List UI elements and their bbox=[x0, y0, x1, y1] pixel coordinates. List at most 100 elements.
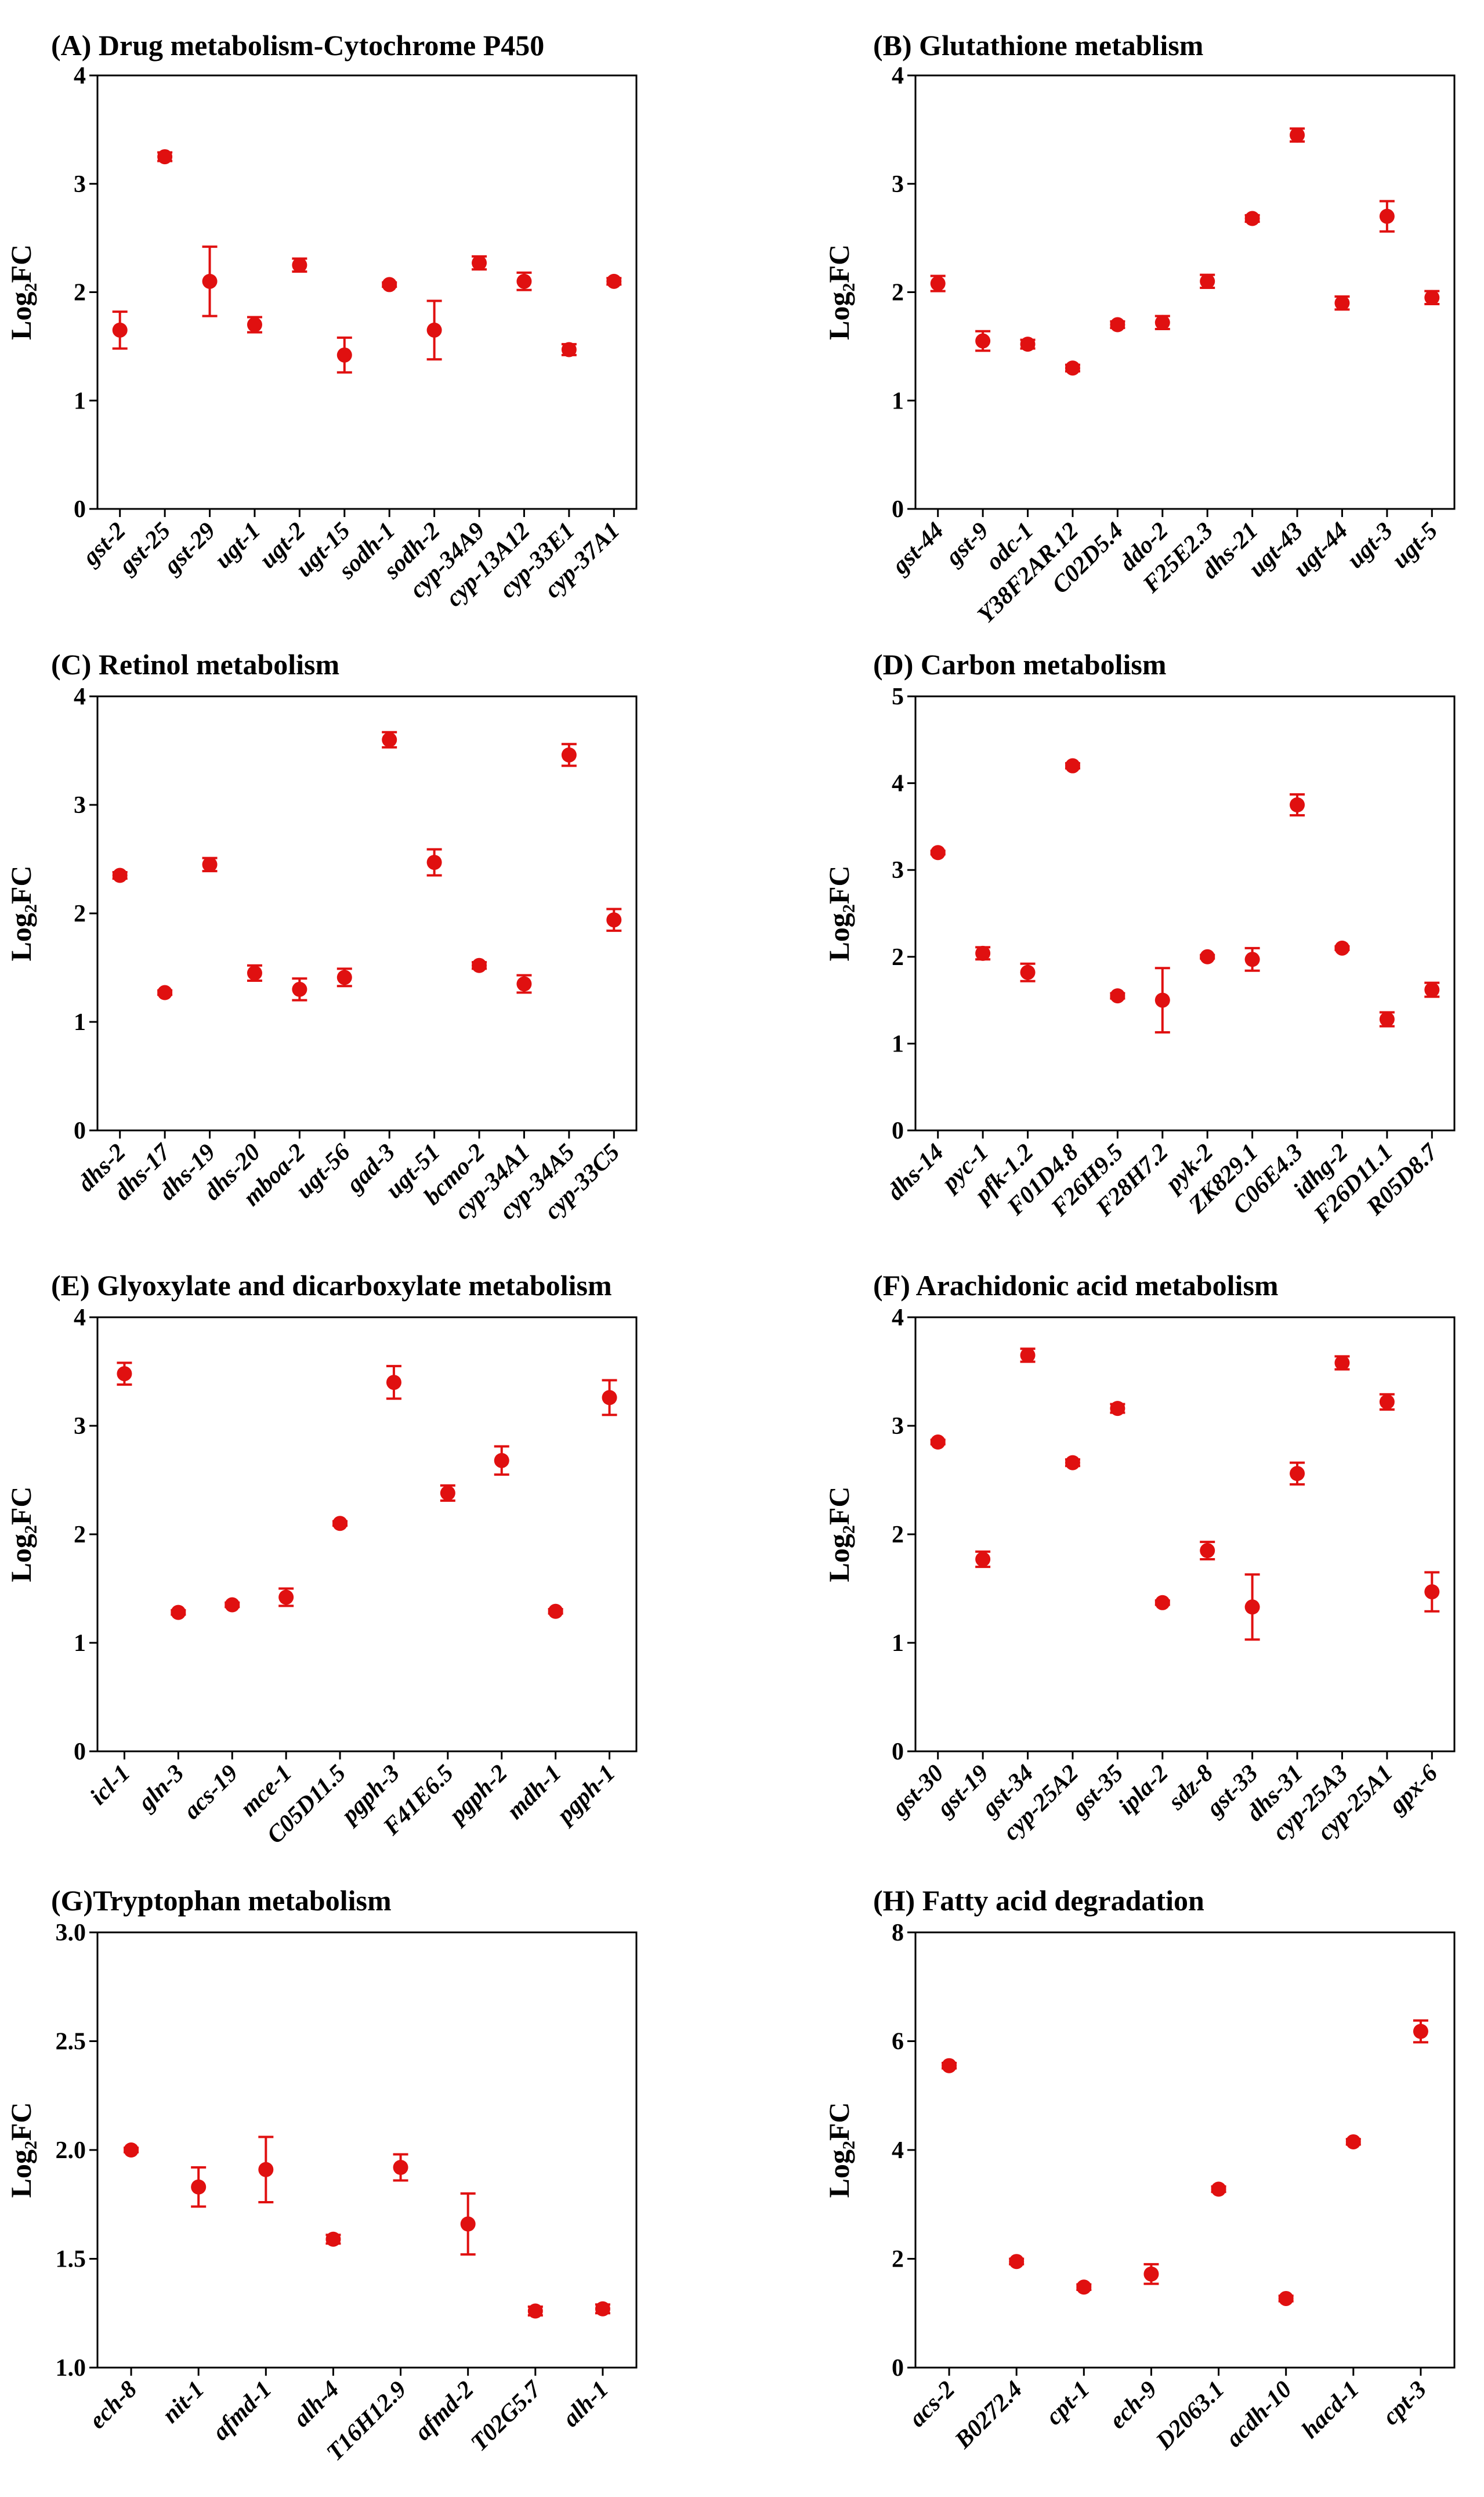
data-point bbox=[336, 967, 352, 988]
panel-4: (D) Carbon metabolism012345Log₂FCdhs-14p… bbox=[823, 648, 1456, 1228]
y-tick-label: 0 bbox=[74, 1739, 86, 1765]
x-tick-label: nit-1 bbox=[157, 2376, 209, 2429]
data-point bbox=[548, 1603, 563, 1619]
y-tick-label: 4 bbox=[892, 771, 904, 797]
y-tick-label: 5 bbox=[892, 684, 904, 710]
data-point bbox=[1290, 793, 1305, 816]
data-point bbox=[1020, 337, 1036, 352]
marker bbox=[1065, 1455, 1080, 1470]
data-point bbox=[1290, 127, 1305, 143]
marker bbox=[292, 257, 307, 273]
marker bbox=[1290, 127, 1305, 143]
data-point bbox=[1290, 1461, 1305, 1486]
marker bbox=[1278, 2290, 1294, 2306]
marker bbox=[942, 2058, 957, 2073]
y-tick-label: 2 bbox=[74, 1522, 86, 1548]
y-tick-label: 1 bbox=[892, 1630, 904, 1657]
y-tick-label: 1 bbox=[74, 1009, 86, 1036]
data-point bbox=[1200, 1541, 1215, 1561]
data-point bbox=[561, 342, 577, 357]
marker bbox=[124, 2142, 139, 2158]
marker bbox=[247, 317, 262, 333]
marker bbox=[117, 1366, 132, 1382]
data-point bbox=[930, 845, 946, 861]
y-tick-label: 4 bbox=[892, 63, 904, 89]
marker bbox=[1200, 949, 1215, 964]
marker bbox=[930, 845, 946, 861]
marker bbox=[606, 912, 622, 928]
data-point bbox=[1110, 317, 1125, 333]
marker bbox=[1154, 992, 1170, 1008]
data-point bbox=[1278, 2290, 1294, 2306]
data-point bbox=[1244, 946, 1260, 972]
x-tick-label: T02G5.7 bbox=[466, 2375, 547, 2456]
data-point bbox=[561, 743, 577, 767]
marker bbox=[561, 342, 577, 357]
marker bbox=[1110, 317, 1125, 333]
marker bbox=[1345, 2134, 1361, 2149]
data-point bbox=[1154, 1595, 1170, 1610]
marker bbox=[382, 732, 397, 747]
data-point bbox=[1424, 290, 1440, 306]
data-point bbox=[527, 2303, 543, 2319]
marker bbox=[561, 747, 577, 763]
data-point bbox=[1154, 967, 1170, 1034]
marker bbox=[1244, 952, 1260, 967]
data-point bbox=[1065, 1455, 1080, 1470]
data-point bbox=[202, 857, 218, 873]
data-point bbox=[942, 2058, 957, 2073]
marker bbox=[975, 1552, 991, 1567]
x-tick-label: icl-1 bbox=[85, 1760, 136, 1811]
panel-8: (H) Fatty acid degradation 0 2 4 6 8 Log₂FC acs… bbox=[823, 1884, 1456, 2455]
marker bbox=[595, 2301, 610, 2317]
x-tick-label: hacd-1 bbox=[1297, 2376, 1364, 2444]
marker bbox=[460, 2216, 476, 2232]
y-axis-label: Log₂FC bbox=[823, 2102, 855, 2198]
y-tick-label: 2 bbox=[892, 2246, 904, 2273]
y-tick-label: 2 bbox=[892, 944, 904, 971]
y-tick-label: 1 bbox=[74, 388, 86, 414]
panel-title: (B) Glutathione metablism bbox=[873, 29, 1203, 62]
marker bbox=[602, 1390, 617, 1405]
data-point bbox=[930, 274, 946, 292]
marker bbox=[516, 273, 532, 289]
y-tick-label: 2 bbox=[892, 280, 904, 306]
data-point bbox=[1424, 981, 1440, 998]
data-point bbox=[1110, 988, 1125, 1004]
data-point bbox=[393, 2153, 408, 2182]
x-tick-label: gst-44 bbox=[886, 518, 949, 580]
marker bbox=[1020, 337, 1036, 352]
x-tick-label: cpt-3 bbox=[1377, 2376, 1432, 2431]
plot-frame bbox=[96, 1931, 638, 2369]
y-tick-label: 3 bbox=[892, 857, 904, 884]
data-point bbox=[1020, 1347, 1036, 1363]
y-tick-label: 1 bbox=[892, 388, 904, 414]
marker bbox=[1334, 940, 1350, 956]
y-tick-label: 3 bbox=[892, 1413, 904, 1440]
marker bbox=[336, 347, 352, 363]
marker bbox=[975, 333, 991, 349]
marker bbox=[1110, 1401, 1125, 1416]
marker bbox=[1154, 1595, 1170, 1610]
marker bbox=[1379, 1394, 1395, 1410]
data-point bbox=[1065, 758, 1080, 774]
marker bbox=[516, 976, 532, 992]
data-point bbox=[426, 848, 442, 877]
panel-3: (C) Retinol metabolism01234Log₂FCdhs-2dh… bbox=[5, 648, 638, 1225]
data-point bbox=[1379, 1011, 1395, 1028]
x-tick-label: gst-29 bbox=[158, 518, 220, 580]
marker bbox=[1200, 273, 1215, 289]
data-point bbox=[602, 1379, 617, 1416]
marker bbox=[606, 273, 622, 289]
y-tick-label: 2.5 bbox=[56, 2029, 86, 2055]
panel-title: (C) Retinol metabolism bbox=[51, 648, 339, 681]
marker bbox=[1379, 1011, 1395, 1027]
marker bbox=[527, 2303, 543, 2319]
marker bbox=[336, 970, 352, 985]
marker bbox=[1334, 295, 1350, 311]
x-tick-label: acdh-10 bbox=[1221, 2376, 1297, 2453]
x-tick-label: acs-2 bbox=[904, 2376, 960, 2433]
data-point bbox=[426, 299, 442, 361]
data-point bbox=[1110, 1401, 1125, 1416]
